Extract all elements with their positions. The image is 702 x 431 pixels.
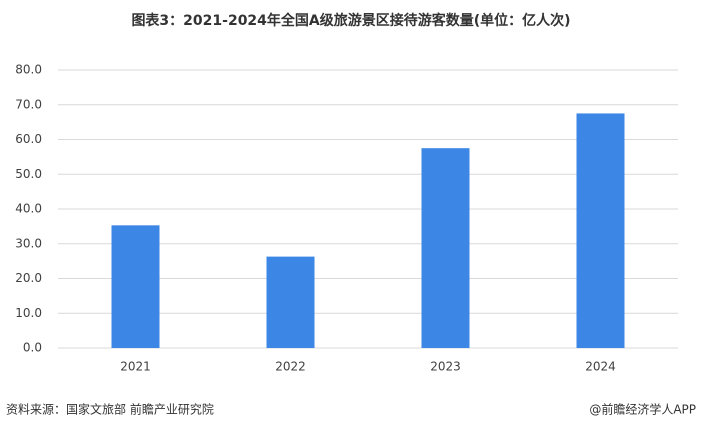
y-tick-label: 40.0 bbox=[15, 202, 42, 216]
y-tick-label: 70.0 bbox=[15, 97, 42, 111]
y-tick-label: 10.0 bbox=[15, 306, 42, 320]
bar bbox=[266, 256, 315, 348]
y-tick-label: 60.0 bbox=[15, 132, 42, 146]
y-tick-label: 20.0 bbox=[15, 271, 42, 285]
y-tick-label: 0.0 bbox=[23, 341, 42, 355]
y-tick-label: 80.0 bbox=[15, 63, 42, 77]
x-tick-label: 2024 bbox=[585, 360, 616, 374]
bar bbox=[111, 225, 160, 348]
y-tick-label: 30.0 bbox=[15, 236, 42, 250]
y-tick-label: 50.0 bbox=[15, 167, 42, 181]
x-tick-label: 2023 bbox=[430, 360, 461, 374]
bar bbox=[421, 148, 470, 348]
x-tick-label: 2021 bbox=[120, 360, 151, 374]
chart-title: 图表3：2021-2024年全国A级旅游景区接待游客数量(单位：亿人次) bbox=[131, 12, 570, 29]
bar bbox=[576, 113, 625, 348]
source: 资料来源：国家文旅部 前瞻产业研究院 bbox=[6, 402, 214, 417]
x-tick-label: 2022 bbox=[275, 360, 306, 374]
credit: @前瞻经济学人APP bbox=[589, 402, 696, 417]
